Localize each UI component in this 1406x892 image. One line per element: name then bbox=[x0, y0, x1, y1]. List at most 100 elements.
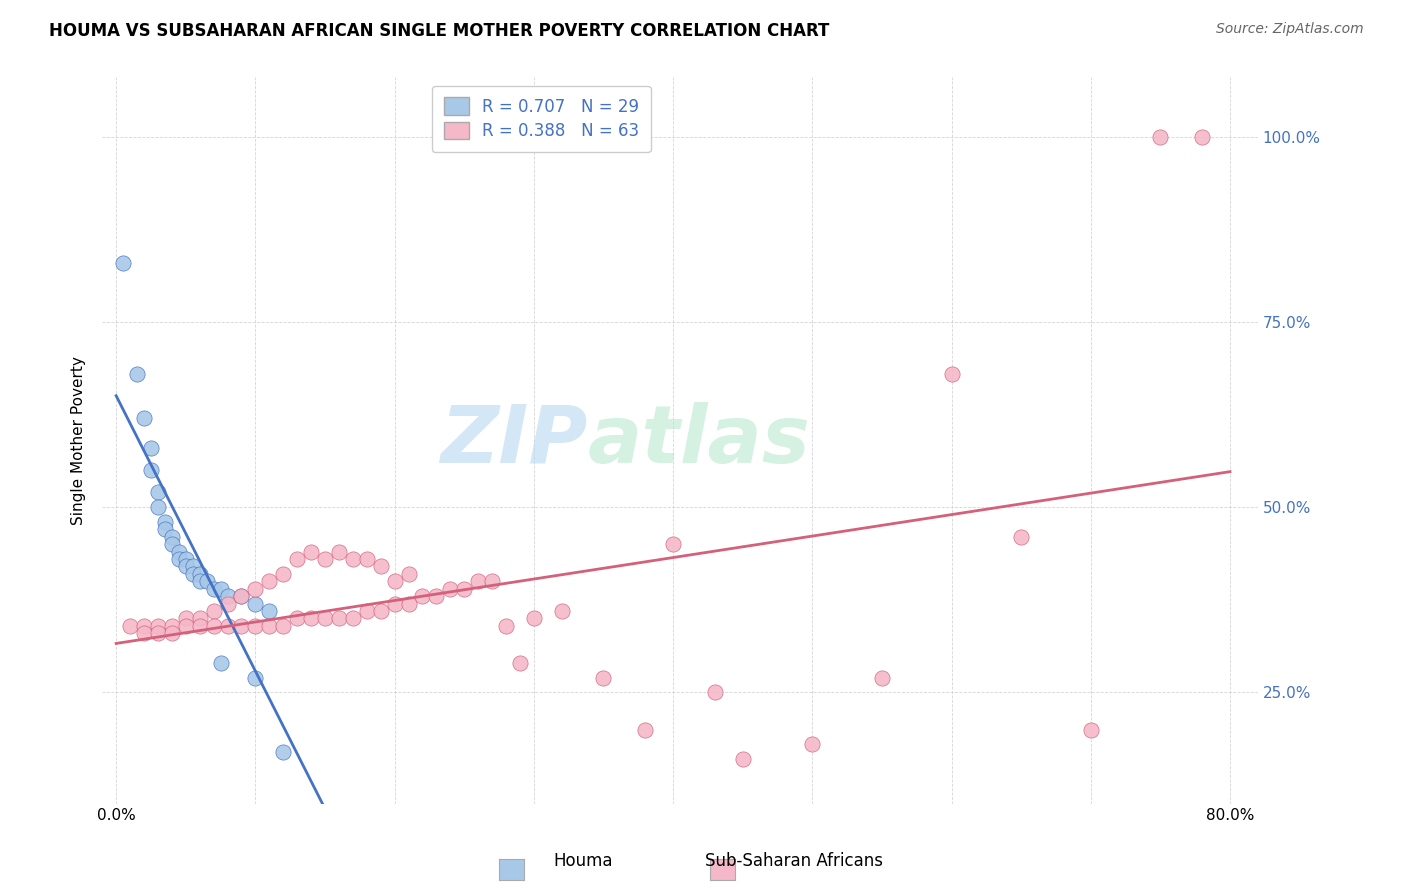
Point bbox=[146, 500, 169, 515]
Point bbox=[217, 589, 239, 603]
Text: Houma: Houma bbox=[554, 852, 613, 870]
Point bbox=[314, 552, 336, 566]
Point bbox=[285, 552, 308, 566]
Point bbox=[285, 611, 308, 625]
Point bbox=[132, 626, 155, 640]
Point bbox=[384, 574, 406, 589]
Point bbox=[209, 582, 232, 596]
Point bbox=[174, 552, 197, 566]
Point bbox=[125, 367, 148, 381]
Point bbox=[132, 411, 155, 425]
Point bbox=[495, 619, 517, 633]
Point bbox=[259, 619, 281, 633]
Point bbox=[271, 745, 294, 759]
Point bbox=[662, 537, 685, 551]
Point bbox=[160, 626, 183, 640]
Point bbox=[188, 566, 211, 581]
Text: HOUMA VS SUBSAHARAN AFRICAN SINGLE MOTHER POVERTY CORRELATION CHART: HOUMA VS SUBSAHARAN AFRICAN SINGLE MOTHE… bbox=[49, 22, 830, 40]
Point bbox=[509, 656, 531, 670]
Point bbox=[202, 604, 225, 618]
Point bbox=[592, 671, 614, 685]
Legend: R = 0.707   N = 29, R = 0.388   N = 63: R = 0.707 N = 29, R = 0.388 N = 63 bbox=[432, 86, 651, 153]
Point bbox=[259, 604, 281, 618]
Point bbox=[356, 604, 378, 618]
Point bbox=[523, 611, 546, 625]
Point bbox=[181, 566, 204, 581]
Point bbox=[139, 463, 162, 477]
Point bbox=[188, 611, 211, 625]
Point bbox=[870, 671, 893, 685]
Point bbox=[146, 485, 169, 500]
Point bbox=[209, 656, 232, 670]
Point bbox=[398, 566, 420, 581]
Point bbox=[1191, 129, 1213, 144]
Point bbox=[1010, 530, 1032, 544]
Point bbox=[245, 619, 267, 633]
Point bbox=[467, 574, 489, 589]
Point bbox=[146, 619, 169, 633]
Point bbox=[731, 752, 754, 766]
Point bbox=[160, 537, 183, 551]
Point bbox=[160, 619, 183, 633]
Point bbox=[941, 367, 963, 381]
Point bbox=[411, 589, 433, 603]
Point bbox=[425, 589, 447, 603]
Point bbox=[801, 737, 824, 751]
Point bbox=[188, 574, 211, 589]
Point bbox=[703, 685, 725, 699]
Point bbox=[245, 582, 267, 596]
Point bbox=[314, 611, 336, 625]
Text: atlas: atlas bbox=[588, 401, 810, 480]
Point bbox=[342, 611, 364, 625]
Text: ZIP: ZIP bbox=[440, 401, 588, 480]
Point bbox=[271, 619, 294, 633]
Point bbox=[217, 619, 239, 633]
Point bbox=[195, 574, 218, 589]
Point bbox=[202, 619, 225, 633]
Point bbox=[174, 619, 197, 633]
Point bbox=[132, 619, 155, 633]
Point bbox=[167, 544, 190, 558]
Point bbox=[174, 611, 197, 625]
Point bbox=[342, 552, 364, 566]
Point bbox=[245, 597, 267, 611]
Point bbox=[160, 530, 183, 544]
Point bbox=[153, 523, 176, 537]
Point bbox=[139, 441, 162, 455]
Point bbox=[481, 574, 503, 589]
Point bbox=[356, 552, 378, 566]
Point bbox=[167, 552, 190, 566]
Point bbox=[1149, 129, 1171, 144]
Point bbox=[112, 255, 135, 269]
Point bbox=[153, 515, 176, 529]
Point bbox=[231, 619, 253, 633]
Point bbox=[146, 626, 169, 640]
Point bbox=[259, 574, 281, 589]
Point bbox=[174, 559, 197, 574]
Point bbox=[1080, 723, 1102, 737]
Point bbox=[245, 671, 267, 685]
Point bbox=[299, 611, 322, 625]
Text: Sub-Saharan Africans: Sub-Saharan Africans bbox=[706, 852, 883, 870]
Point bbox=[231, 589, 253, 603]
Point bbox=[370, 604, 392, 618]
Point bbox=[634, 723, 657, 737]
Point bbox=[370, 559, 392, 574]
Point bbox=[202, 582, 225, 596]
Point bbox=[328, 611, 350, 625]
Point bbox=[120, 619, 142, 633]
Point bbox=[453, 582, 475, 596]
Point bbox=[188, 619, 211, 633]
Point bbox=[398, 597, 420, 611]
Point bbox=[217, 597, 239, 611]
Point bbox=[181, 559, 204, 574]
Point bbox=[550, 604, 572, 618]
Point bbox=[384, 597, 406, 611]
Point bbox=[328, 544, 350, 558]
Text: Source: ZipAtlas.com: Source: ZipAtlas.com bbox=[1216, 22, 1364, 37]
Y-axis label: Single Mother Poverty: Single Mother Poverty bbox=[72, 356, 86, 525]
Point bbox=[231, 589, 253, 603]
Point bbox=[299, 544, 322, 558]
Point bbox=[439, 582, 461, 596]
Point bbox=[271, 566, 294, 581]
